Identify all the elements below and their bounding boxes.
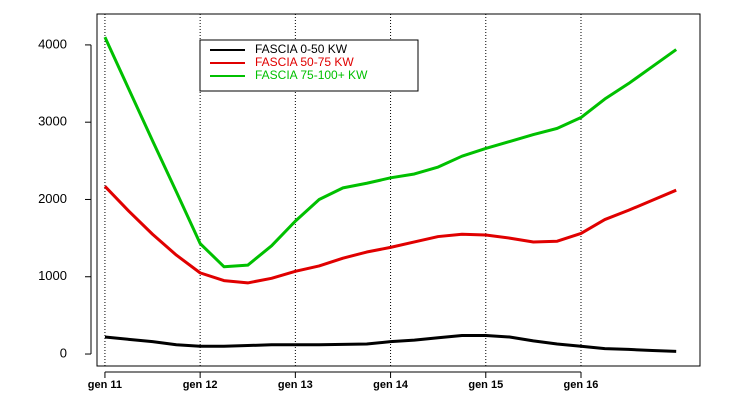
x-tick-label: gen 11	[88, 379, 122, 391]
y-tick-label: 0	[60, 345, 67, 360]
y-tick-label: 2000	[38, 191, 67, 206]
plot-frame	[96, 13, 701, 367]
legend-box	[199, 39, 419, 92]
x-tick-label: gen 12	[183, 379, 218, 391]
legend-label: FASCIA 75-100+ KW	[255, 68, 368, 82]
x-tick-label: gen 14	[373, 379, 409, 391]
legend-label: FASCIA 0-50 KW	[255, 42, 348, 56]
series-line	[103, 185, 677, 285]
x-tick-label: gen 15	[468, 379, 503, 391]
y-tick-label: 1000	[38, 268, 67, 283]
series-line	[103, 36, 678, 269]
y-tick-label: 3000	[38, 114, 67, 129]
x-tick-label: gen 13	[278, 379, 313, 391]
series-line	[104, 333, 677, 353]
y-tick-label: 4000	[38, 36, 67, 51]
x-tick-label: gen 16	[564, 379, 599, 391]
legend-label: FASCIA 50-75 KW	[255, 55, 354, 69]
